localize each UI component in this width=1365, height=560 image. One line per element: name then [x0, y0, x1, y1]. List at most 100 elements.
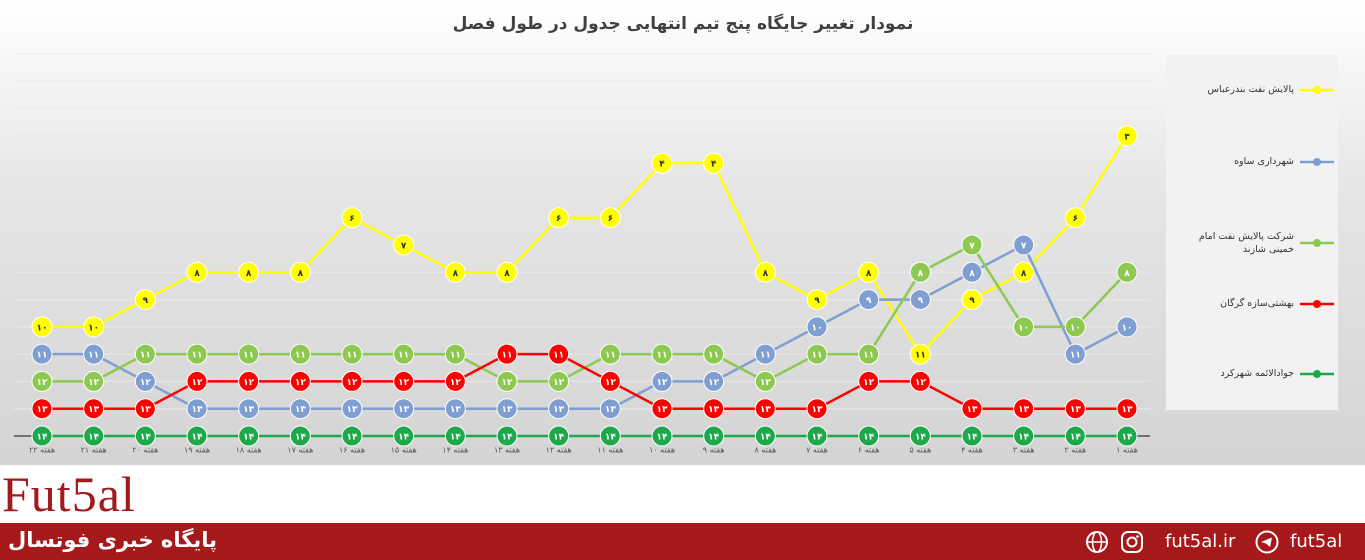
data-point — [754, 261, 776, 283]
data-label: ۱۱ — [1070, 351, 1081, 361]
web-icon[interactable] — [1085, 530, 1109, 554]
data-point — [496, 370, 518, 392]
data-point — [444, 370, 466, 392]
data-label: ۸ — [969, 269, 975, 279]
data-label: ۱۲ — [140, 378, 151, 388]
data-point — [83, 425, 105, 447]
data-point — [858, 343, 880, 365]
x-tick-label: هفته ۱ — [1116, 446, 1138, 455]
data-point — [341, 207, 363, 229]
data-label: ۱۲ — [347, 378, 358, 388]
legend-label: شهرداری ساوه — [1234, 156, 1294, 167]
legend-marker — [1300, 157, 1334, 166]
data-label: ۱۱ — [708, 351, 719, 361]
data-point — [238, 370, 260, 392]
data-label: ۸ — [866, 269, 872, 279]
data-label: ۱۴ — [398, 433, 409, 443]
telegram-icon[interactable] — [1255, 530, 1281, 554]
x-tick-label: هفته ۲ — [1064, 446, 1086, 455]
data-label: ۸ — [918, 269, 924, 279]
legend-marker — [1300, 239, 1334, 247]
x-tick-label: هفته ۸ — [754, 446, 776, 455]
data-label: ۶ — [349, 214, 355, 224]
data-label: ۱۴ — [760, 433, 771, 443]
data-label: ۱۳ — [450, 405, 461, 415]
data-point — [186, 343, 208, 365]
data-point — [1116, 125, 1138, 147]
data-label: ۱۴ — [605, 433, 616, 443]
data-label: ۱۴ — [863, 433, 874, 443]
data-point — [31, 316, 53, 338]
series-line — [42, 135, 1129, 357]
data-point — [754, 370, 776, 392]
data-label: ۱۳ — [1122, 405, 1133, 415]
x-tick-label: هفته ۱۶ — [339, 446, 365, 455]
data-point — [703, 370, 725, 392]
x-tick-label: هفته ۶ — [858, 446, 880, 455]
data-point — [703, 343, 725, 365]
data-label: ۱۲ — [760, 378, 771, 388]
data-point — [134, 425, 156, 447]
x-tick-label: هفته ۲۰ — [132, 446, 158, 455]
data-point — [806, 425, 828, 447]
data-label: ۱۱ — [502, 351, 513, 361]
chart-title: نمودار تغییر جایگاه پنج تیم انتهایی جدول… — [453, 13, 914, 34]
data-point — [83, 398, 105, 420]
data-label: ۱۱ — [347, 351, 358, 361]
legend-item: شهرداری ساوه — [1174, 155, 1334, 168]
data-point — [1013, 425, 1035, 447]
x-tick-label: هفته ۲۱ — [81, 446, 107, 455]
data-label: ۶ — [608, 214, 614, 224]
legend-dot — [1313, 239, 1321, 247]
data-label: ۱۳ — [502, 405, 513, 415]
data-label: ۱۲ — [502, 378, 513, 388]
site-link[interactable]: fut5al.ir — [1165, 531, 1236, 552]
data-label: ۱۲ — [37, 378, 48, 388]
data-point — [31, 398, 53, 420]
data-point — [651, 152, 673, 174]
data-label: ۱۳ — [88, 405, 99, 415]
data-label: ۱۳ — [1070, 405, 1081, 415]
data-label: ۶ — [1073, 214, 1079, 224]
data-label: ۱۰ — [812, 323, 823, 333]
data-label: ۱۱ — [450, 351, 461, 361]
data-label: ۴ — [659, 160, 665, 170]
data-point — [548, 370, 570, 392]
data-point — [961, 261, 983, 283]
data-point — [289, 370, 311, 392]
legend-dot — [1313, 299, 1321, 308]
x-tick-label: هفته ۱۲ — [546, 446, 572, 455]
x-tick-label: هفته ۱۰ — [649, 446, 675, 455]
legend-dot — [1313, 369, 1321, 378]
data-point — [444, 343, 466, 365]
data-label: ۱۳ — [1018, 405, 1029, 415]
data-label: ۱۴ — [657, 433, 668, 443]
data-point — [186, 425, 208, 447]
x-tick-label: هفته ۱۸ — [236, 446, 262, 455]
data-label: ۹ — [969, 296, 975, 306]
x-tick-label: هفته ۲۲ — [29, 446, 55, 455]
legend-item: شرکت پالایش نفت امام خمینی شازند — [1174, 230, 1334, 256]
data-point — [31, 425, 53, 447]
data-point — [599, 370, 621, 392]
x-tick-label: هفته ۵ — [909, 446, 931, 455]
handle[interactable]: fut5al — [1290, 531, 1343, 552]
data-point — [1116, 425, 1138, 447]
instagram-icon[interactable] — [1120, 530, 1144, 554]
data-point — [548, 343, 570, 365]
data-point — [289, 398, 311, 420]
data-point — [548, 207, 570, 229]
data-point — [806, 289, 828, 311]
data-point — [238, 343, 260, 365]
data-point — [858, 261, 880, 283]
data-label: ۹ — [866, 296, 872, 306]
data-label: ۶ — [556, 214, 562, 224]
data-label: ۱۴ — [708, 433, 719, 443]
chart-panel: نمودار تغییر جایگاه پنج تیم انتهایی جدول… — [0, 0, 1365, 465]
data-point — [444, 425, 466, 447]
data-point — [393, 343, 415, 365]
data-point — [289, 261, 311, 283]
data-point — [599, 425, 621, 447]
legend-item: پالایش نفت بندرعباس — [1174, 83, 1334, 96]
data-label: ۹ — [918, 296, 924, 306]
